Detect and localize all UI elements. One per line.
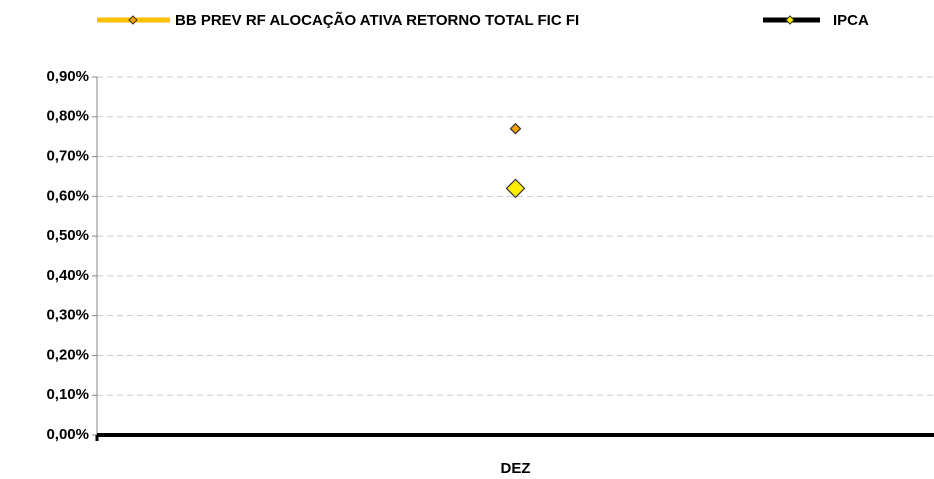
y-tick-label: 0,60%	[46, 187, 89, 204]
y-tick-label: 0,00%	[46, 426, 89, 443]
point-marker	[509, 122, 522, 135]
y-tick-label: 0,10%	[46, 386, 89, 403]
legend-marker	[128, 15, 138, 25]
legend-label: IPCA	[833, 12, 869, 29]
y-tick-label: 0,20%	[46, 346, 89, 363]
y-tick-label: 0,40%	[46, 267, 89, 284]
y-tick-label: 0,70%	[46, 148, 89, 165]
x-tick-label: DEZ	[501, 460, 531, 477]
point-marker	[505, 178, 526, 199]
y-tick-label: 0,50%	[46, 227, 89, 244]
y-tick-label: 0,80%	[46, 108, 89, 125]
legend-marker	[785, 15, 795, 25]
y-tick-label: 0,90%	[46, 68, 89, 85]
legend-label: BB PREV RF ALOCAÇÃO ATIVA RETORNO TOTAL …	[175, 11, 579, 29]
y-tick-label: 0,30%	[46, 307, 89, 324]
